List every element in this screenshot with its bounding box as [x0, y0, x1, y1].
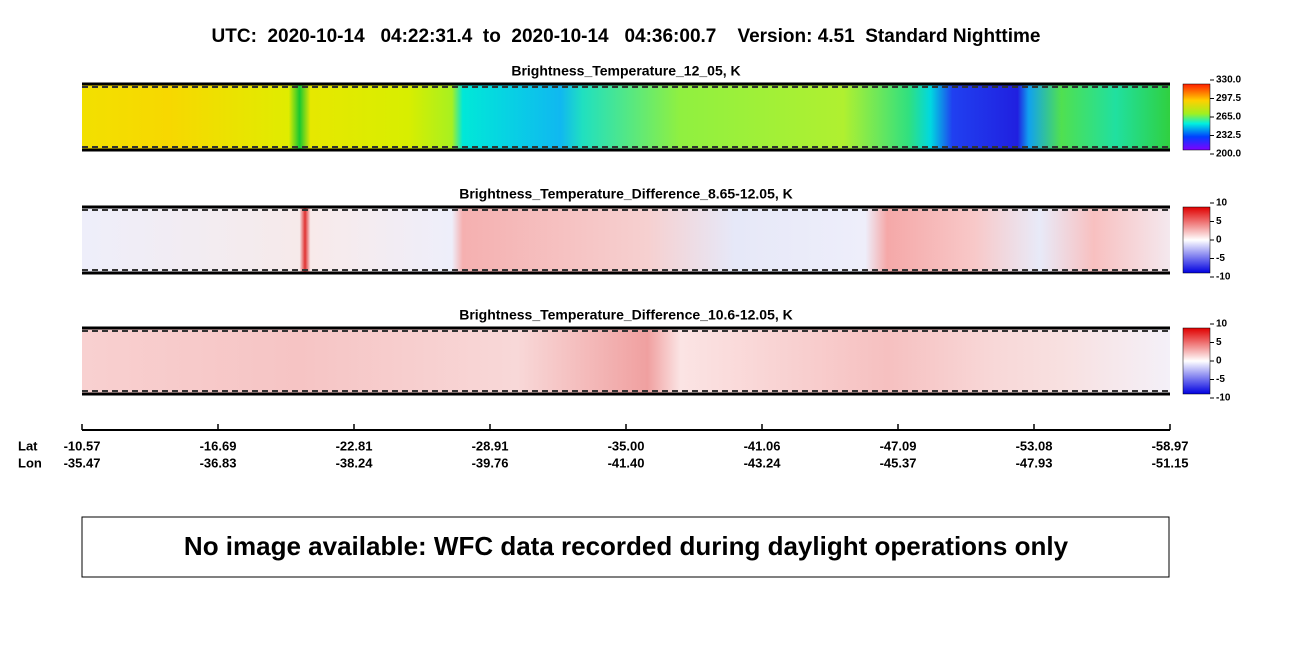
lon-label: -45.37 [880, 455, 917, 470]
colorbar-label: 5 [1216, 337, 1222, 348]
image-strip [82, 328, 1170, 394]
colorbar-label: 297.5 [1216, 93, 1241, 104]
axis-row-label: Lat [18, 438, 38, 453]
lat-label: -58.97 [1152, 438, 1189, 453]
lat-label: -22.81 [336, 438, 373, 453]
lon-label: -41.40 [608, 455, 645, 470]
lat-label: -53.08 [1016, 438, 1053, 453]
colorbar-label: 232.5 [1216, 130, 1241, 141]
title: UTC: 2020-10-14 04:22:31.4 to 2020-10-14… [212, 26, 1041, 47]
colorbar-label: -5 [1216, 374, 1225, 385]
lat-label: -35.00 [608, 438, 645, 453]
colorbar-label: 10 [1216, 198, 1228, 209]
lat-label: -28.91 [472, 438, 509, 453]
image-strip [82, 207, 1170, 273]
message-box [81, 516, 1170, 578]
lon-label: -36.83 [200, 455, 237, 470]
lon-label: -43.24 [744, 455, 782, 470]
lat-label: -10.57 [64, 438, 101, 453]
colorbar-label: -10 [1216, 272, 1231, 283]
colorbar [1182, 83, 1211, 151]
lon-label: -38.24 [336, 455, 374, 470]
colorbar [1182, 327, 1211, 395]
axis-row-label: Lon [18, 455, 42, 470]
lat-label: -41.06 [744, 438, 781, 453]
message: No image available: WFC data recorded du… [184, 531, 1069, 561]
lat-label: -16.69 [200, 438, 237, 453]
colorbar-label: 0 [1216, 235, 1222, 246]
colorbar-label: 10 [1216, 319, 1228, 330]
colorbar-label: 265.0 [1216, 112, 1241, 123]
colorbar-label: -5 [1216, 253, 1225, 264]
colorbar-label: 200.0 [1216, 149, 1241, 160]
colorbar-label: -10 [1216, 393, 1231, 404]
lon-label: -47.93 [1016, 455, 1053, 470]
lat-label: -47.09 [880, 438, 917, 453]
lon-label: -39.76 [472, 455, 509, 470]
lon-label: -35.47 [64, 455, 101, 470]
lon-label: -51.15 [1152, 455, 1189, 470]
image-strip [82, 84, 1170, 150]
colorbar-label: 330.0 [1216, 75, 1241, 86]
colorbar-label: 0 [1216, 356, 1222, 367]
panel-title: Brightness_Temperature_Difference_10.6-1… [459, 307, 793, 323]
panel-title: Brightness_Temperature_Difference_8.65-1… [459, 186, 793, 202]
colorbar-label: 5 [1216, 216, 1222, 227]
panel-title: Brightness_Temperature_12_05, K [511, 63, 740, 79]
colorbar [1182, 206, 1211, 274]
